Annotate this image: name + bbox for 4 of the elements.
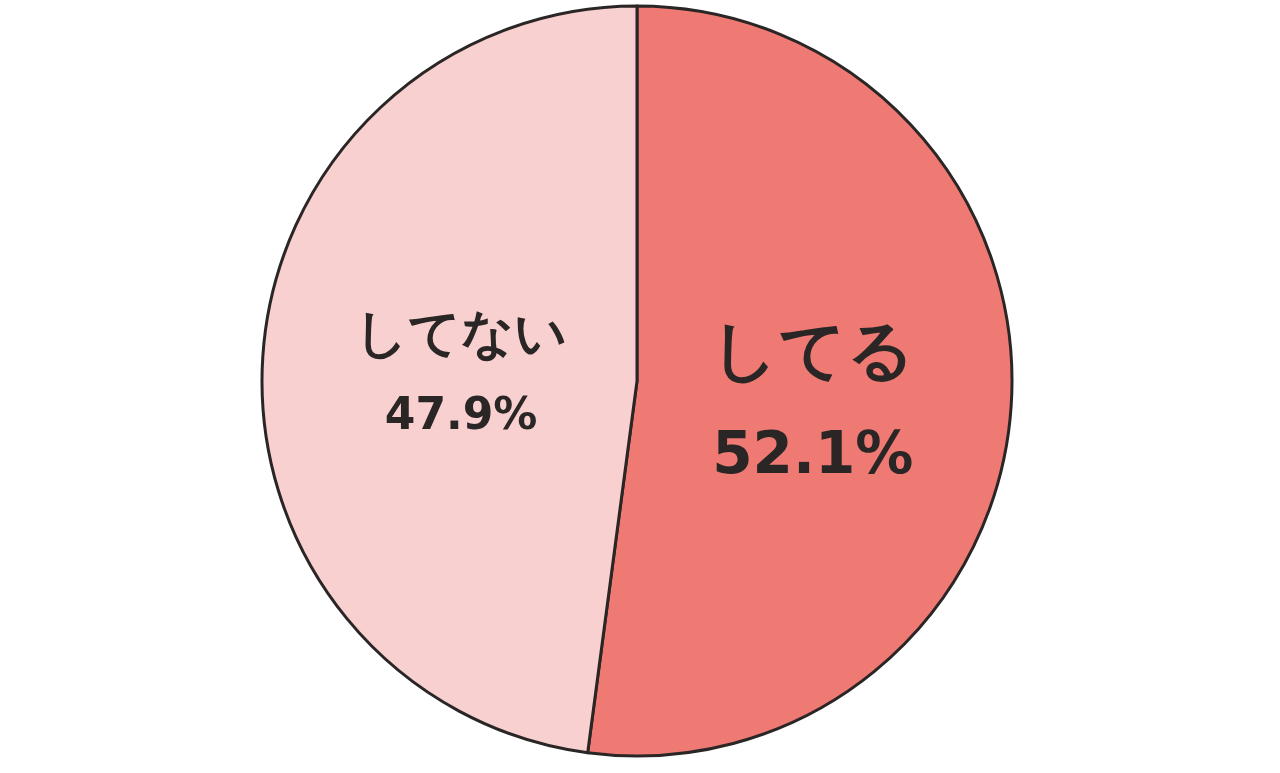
data-label: 47.9% — [384, 388, 538, 440]
data-label: 52.1% — [712, 418, 914, 487]
slice-label: してる — [710, 311, 915, 389]
slice-label: してない — [355, 303, 568, 364]
